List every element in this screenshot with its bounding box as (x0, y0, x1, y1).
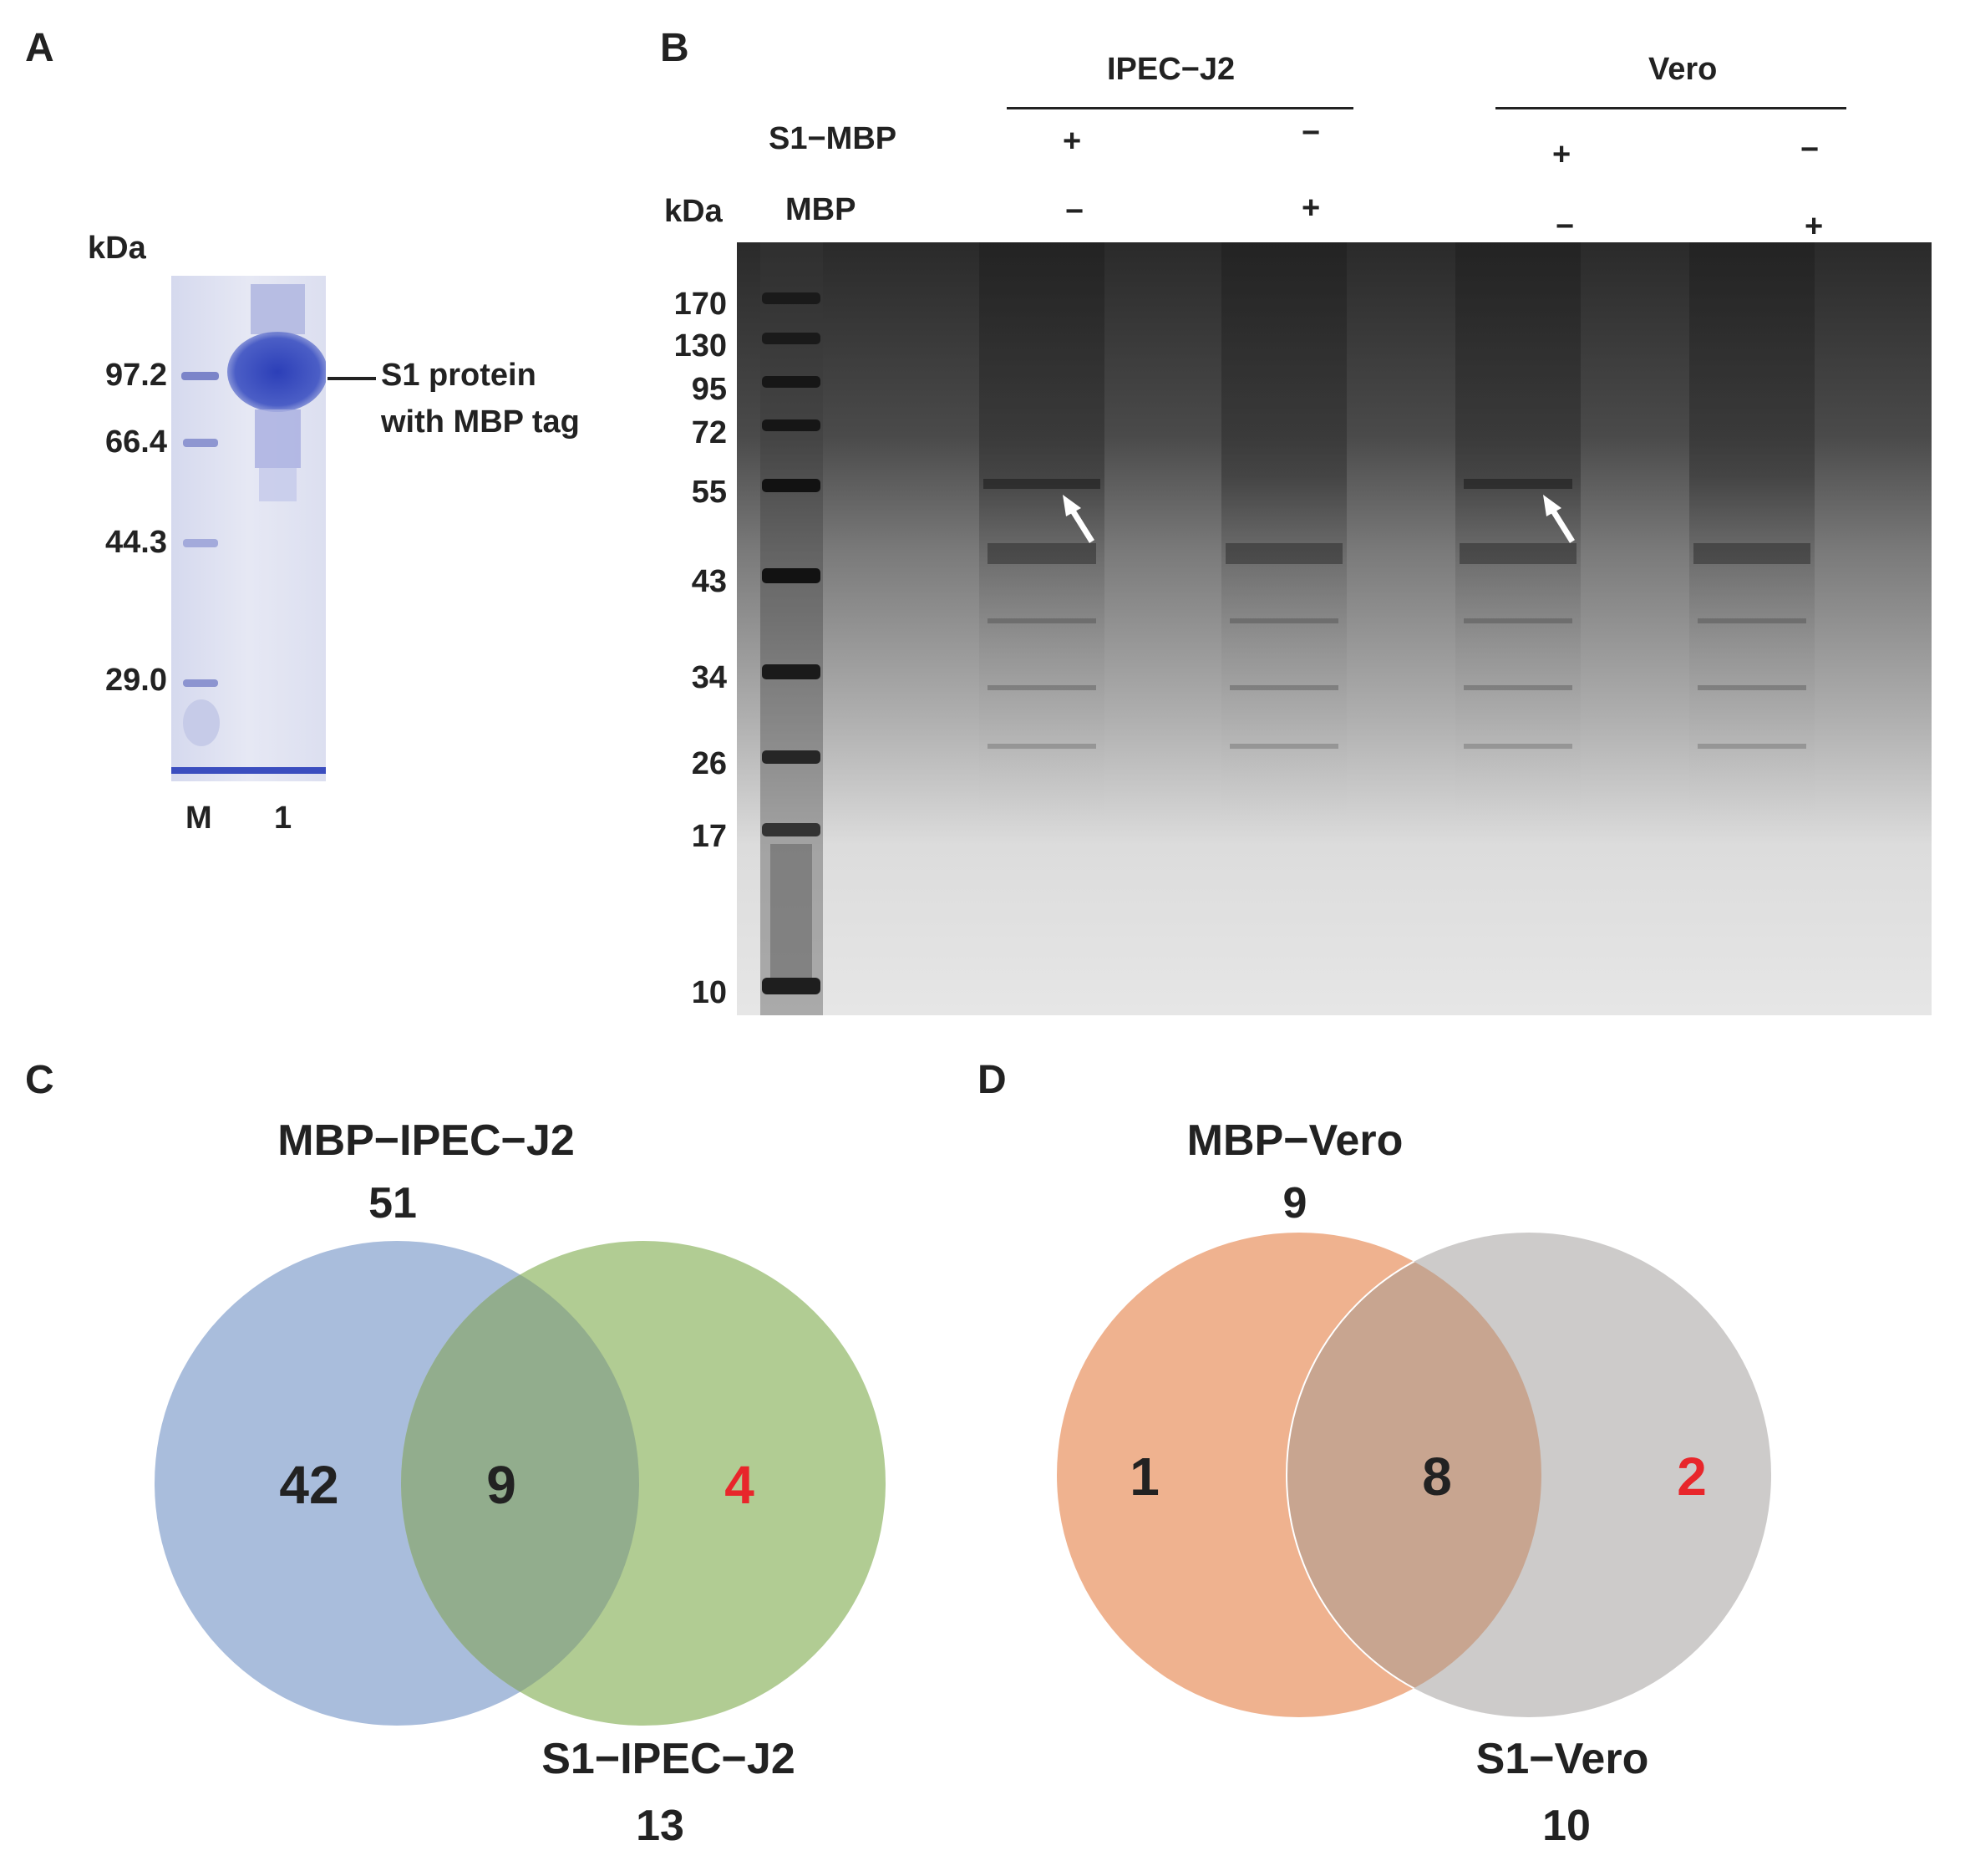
panel-b-mbp-sign-4: + (1805, 209, 1824, 244)
panel-b-marker-170: 170 (673, 287, 727, 322)
panel-b-marker-43: 43 (691, 564, 727, 599)
panel-a-lane-1: 1 (274, 801, 292, 836)
venn-d-left-total: 9 (1282, 1179, 1307, 1228)
panel-a-gel-image (171, 276, 326, 781)
panel-a-letter: A (25, 26, 54, 70)
panel-b-marker-10: 10 (691, 975, 727, 1010)
panel-b-row-s1-mbp: S1−MBP (769, 121, 897, 156)
panel-b-marker-130: 130 (673, 328, 727, 364)
panel-b-marker-26: 26 (691, 746, 727, 781)
venn-c-right-title: S1−IPEC−J2 (541, 1735, 795, 1783)
panel-c-letter: C (25, 1058, 54, 1102)
panel-b-group-ipec-line (1007, 107, 1353, 109)
panel-b-marker-55: 55 (691, 475, 727, 510)
panel-b-group-vero-line (1495, 107, 1846, 109)
venn-c-left-only-count: 42 (279, 1455, 339, 1515)
venn-c-right-only-count: 4 (724, 1455, 754, 1515)
panel-b-arrow-2 (1543, 495, 1575, 543)
panel-b-arrow-1 (1063, 495, 1094, 543)
panel-a-kda-label: kDa (88, 231, 146, 266)
panel-a-marker-29: 29.0 (105, 663, 167, 698)
venn-d-right-total: 10 (1542, 1802, 1591, 1850)
panel-b-mbp-sign-1: − (1065, 194, 1084, 229)
panel-b-s1-sign-1: + (1063, 124, 1082, 159)
panel-d-letter: D (977, 1058, 1007, 1102)
panel-b-mbp-sign-3: − (1556, 209, 1575, 244)
venn-c-right-total: 13 (636, 1802, 684, 1850)
panel-b-marker-95: 95 (691, 372, 727, 407)
venn-d-right-title: S1−Vero (1475, 1735, 1649, 1783)
venn-d-left-title: MBP−Vero (1186, 1116, 1404, 1165)
venn-d-overlap-region (1286, 1233, 1541, 1717)
panel-b-s1-sign-3: + (1552, 137, 1571, 172)
panel-a-annotation-leader-line (327, 377, 376, 380)
panel-a-lane-m: M (185, 801, 212, 836)
panel-b-s1-sign-4: − (1800, 132, 1820, 167)
panel-b-gel-image (737, 242, 1932, 1015)
panel-a-annotation-line2: with MBP tag (381, 404, 580, 440)
venn-d-overlap-count: 8 (1422, 1446, 1452, 1507)
panel-b-group-vero: Vero (1648, 52, 1718, 87)
panel-a-marker-66: 66.4 (105, 425, 167, 460)
venn-diagram-d (1057, 1233, 1771, 1717)
panel-b-letter: B (660, 26, 689, 70)
venn-c-overlap-region (401, 1241, 639, 1726)
panel-b-row-mbp: MBP (785, 192, 856, 227)
panel-a-marker-44: 44.3 (105, 525, 167, 560)
venn-c-left-title: MBP−IPEC−J2 (277, 1116, 575, 1165)
venn-c-left-total: 51 (368, 1179, 417, 1228)
venn-d-left-only-count: 1 (1130, 1446, 1160, 1507)
panel-b-marker-17: 17 (691, 819, 727, 854)
panel-b-marker-34: 34 (691, 660, 727, 695)
venn-c-overlap-count: 9 (486, 1455, 516, 1515)
panel-a-annotation-line1: S1 protein (381, 358, 536, 393)
panel-b-mbp-sign-2: + (1302, 191, 1321, 226)
venn-diagram-c (155, 1241, 886, 1726)
panel-a-marker-97: 97.2 (105, 358, 167, 393)
panel-b-group-ipec: IPEC−J2 (1107, 52, 1236, 87)
panel-b-marker-72: 72 (691, 415, 727, 450)
panel-b-s1-sign-2: − (1302, 115, 1321, 150)
panel-b-kda-label: kDa (664, 194, 723, 229)
venn-d-right-only-count: 2 (1677, 1446, 1707, 1507)
